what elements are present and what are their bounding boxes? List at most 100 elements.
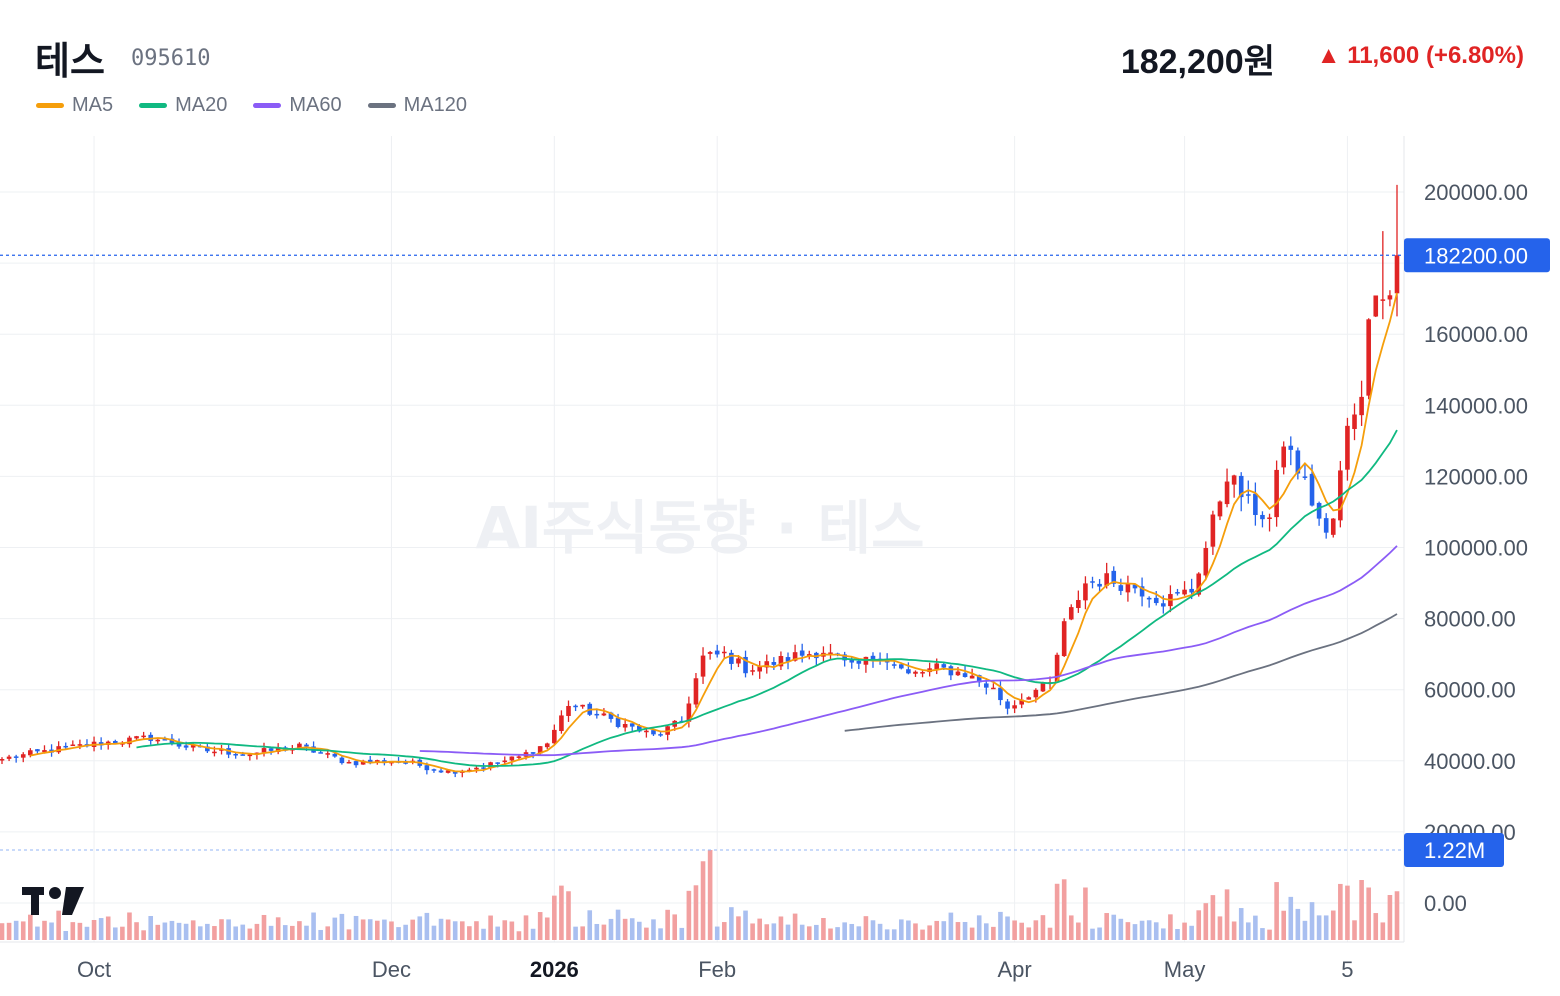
volume-bar [318, 929, 323, 940]
volume-bar [1153, 922, 1159, 940]
candle-body [1196, 573, 1202, 595]
volume-bar [332, 917, 338, 940]
tradingview-logo-icon [22, 887, 84, 915]
volume-bar [566, 891, 571, 940]
candle-body [495, 762, 500, 764]
candle-body [367, 759, 373, 763]
candle-body [35, 749, 40, 752]
volume-bar [962, 921, 968, 940]
candle-body [729, 652, 734, 664]
volume-bar [835, 927, 840, 940]
grid [0, 136, 1404, 942]
candle-body [304, 744, 309, 747]
volume-bar [1245, 922, 1251, 940]
legend-item-ma5[interactable]: MA5 [36, 94, 113, 117]
volume-bar [290, 925, 295, 940]
volume-bar [1111, 914, 1117, 940]
volume-bar [785, 924, 791, 940]
candle-body [1083, 583, 1088, 601]
volume-bar [1210, 895, 1216, 940]
candle-body [353, 761, 359, 766]
volume-bar [757, 918, 762, 940]
volume-bar [438, 918, 444, 940]
x-tick-label: Feb [698, 957, 736, 982]
candle-body [799, 650, 805, 656]
volume-bar [1125, 922, 1131, 940]
volume-bar [991, 926, 996, 940]
candle-body [1245, 494, 1251, 496]
candle-body [1359, 396, 1364, 416]
legend-item-ma120[interactable]: MA120 [367, 94, 467, 117]
candle-body [360, 760, 366, 765]
volume-bar [1373, 913, 1379, 940]
candle-body [339, 757, 345, 764]
volume-bar [13, 920, 19, 940]
volume-bar [637, 921, 642, 940]
current-price: 182,200원 [1120, 43, 1275, 81]
candle-body [1373, 295, 1379, 317]
candle-body [1182, 589, 1187, 595]
candle-body [785, 657, 791, 662]
candle-body [736, 658, 741, 664]
legend-item-ma60[interactable]: MA60 [253, 94, 342, 117]
volume-bar [927, 925, 932, 940]
volume-bar [1005, 916, 1010, 940]
candle-body [955, 671, 961, 676]
candle-body [530, 752, 536, 754]
volume-bar [6, 922, 12, 940]
candle-body [573, 705, 578, 708]
volume-bar [417, 916, 423, 940]
candle-body [891, 664, 897, 666]
legend-item-ma20[interactable]: MA20 [139, 94, 227, 117]
candle-body [1118, 585, 1124, 591]
volume-bar [1076, 922, 1081, 940]
candle-body [445, 770, 451, 773]
volume-bar [28, 914, 33, 940]
volume-bar [367, 919, 373, 940]
volume-bar [842, 922, 847, 940]
volume-bar [275, 917, 281, 940]
volume-bar [240, 924, 246, 940]
volume-bar [686, 890, 692, 940]
candle-body [488, 762, 493, 768]
volume-bar [856, 926, 862, 940]
candle-body [1352, 414, 1357, 429]
candle-body [127, 737, 132, 745]
volume-bar [573, 926, 578, 940]
volume-bar [736, 916, 741, 940]
volume-bar [474, 921, 479, 940]
ma20-line [136, 429, 1398, 767]
volume-bar [389, 921, 394, 940]
x-tick-label: Dec [372, 957, 411, 982]
volume-bar [35, 926, 40, 940]
candle-body [1175, 592, 1180, 594]
candle-body [268, 748, 274, 751]
last-volume-label: 1.22M [1424, 838, 1485, 863]
volume-bar [629, 918, 635, 940]
volume-bar [559, 885, 564, 940]
candle-body [297, 743, 302, 749]
candle-body [1260, 514, 1265, 520]
candle-body [1153, 597, 1159, 604]
candle-body [608, 712, 614, 719]
volume-bar [1118, 918, 1124, 940]
candle-body [721, 651, 727, 654]
candle-body [77, 744, 83, 746]
volume-bar [346, 929, 352, 940]
volume-bar [219, 919, 224, 940]
volume-bar [1380, 922, 1386, 940]
volume-bar [1316, 915, 1322, 940]
last-volume-tag [1404, 833, 1504, 867]
volume-bar [821, 918, 826, 940]
candle-body [1132, 584, 1138, 589]
volume-bar [1090, 928, 1095, 940]
volume-bar [502, 920, 508, 940]
volume-bar [431, 925, 437, 940]
volume-bar [1061, 879, 1067, 940]
candle-body [1061, 621, 1067, 657]
volume-bar [729, 907, 734, 940]
stock-name: 테스 [35, 39, 105, 83]
candle-body [771, 662, 777, 665]
y-tick-label: 140000.00 [1424, 393, 1528, 418]
